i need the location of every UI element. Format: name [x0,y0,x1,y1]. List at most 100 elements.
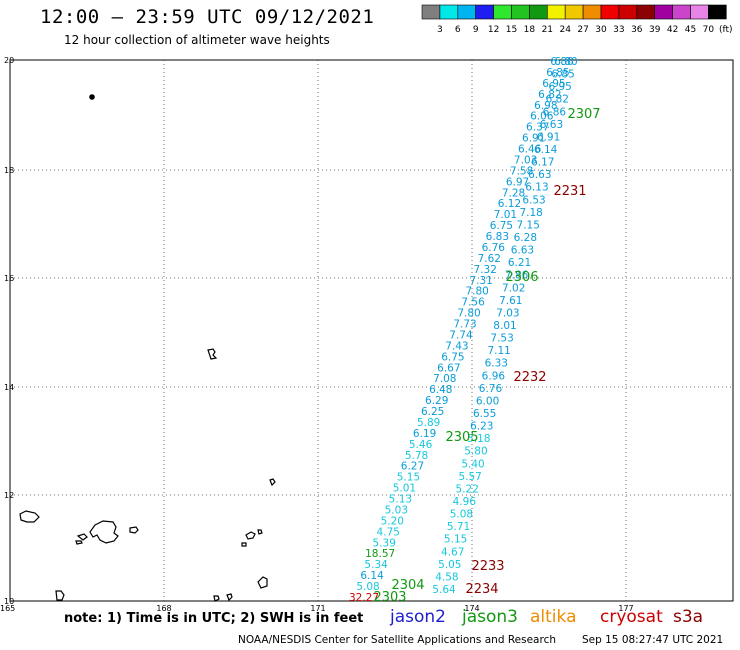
colorbar-swatch [529,4,548,20]
swh-value-right: 8.01 [493,320,516,332]
swh-value-left: 6.91 [522,133,545,145]
swh-value-left: 6.37 [526,122,549,134]
swh-value-right: 5.15 [444,534,467,546]
pass-label: 2305 [445,430,478,445]
swh-value-left: 6.85 [546,67,569,79]
legend-cryosat: cryosat [600,607,663,627]
swh-value-left: 7.28 [502,187,525,199]
altimeter-track-right: 6.806.856.956.826.866.636.916.146.176.63… [432,56,577,596]
swh-value-right: 7.11 [487,345,510,357]
colorbar-label: 24 [559,25,571,35]
latitude-tick-label: 10 [4,597,14,606]
generation-timestamp: Sep 15 08:27:47 UTC 2021 [582,634,724,646]
swh-value-left: 6.46 [518,144,542,156]
colorbar-swatch [493,4,512,20]
swh-value-left: 5.15 [397,472,420,484]
legend-altika: altika [530,607,577,627]
swh-value-left: 5.01 [393,483,416,495]
swh-value-left: 7.03 [514,154,537,166]
swh-value-left: 7.80 [457,308,480,320]
swh-value-left: 7.32 [474,264,497,276]
island-outlines [19,94,276,602]
swh-value-left: 7.58 [510,165,533,177]
graticule: 165 168 171 174 177 20 18 16 14 12 10 [0,56,733,613]
swh-value-left: 7.74 [449,329,473,341]
colorbar-label: 45 [685,25,696,35]
swh-value-left: 6.80 [550,56,573,68]
colorbar-swatch [439,4,459,20]
colorbar-label: 12 [488,25,499,35]
colorbar-unit: (ft) [719,25,733,35]
latitude-tick-label: 12 [4,491,14,500]
swh-value-left: 6.82 [538,89,561,101]
swh-value-right: 5.18 [467,433,490,445]
swh-value-right: 5.64 [432,584,456,596]
colorbar-swatch [475,4,494,20]
swh-value-right: 6.76 [479,383,503,395]
swh-value-left: 6.25 [421,406,444,418]
colorbar-swatch [618,4,638,20]
swh-value-right: 6.63 [528,169,551,181]
swh-value-right: 6.33 [485,358,508,370]
colorbar-swatch [690,4,709,20]
swh-value-right: 6.91 [537,131,560,143]
swh-value-left: 7.73 [453,319,476,331]
swh-value-left: 6.14 [360,570,384,582]
swh-value-left: 7.31 [469,275,492,287]
colorbar-swatch [654,4,673,20]
swh-value-left: 6.12 [498,198,521,210]
swh-value-right: 6.95 [548,81,571,93]
latitude-tick-label: 18 [4,166,14,175]
swh-value-right: 6.00 [476,395,499,407]
pass-label: 2307 [567,107,600,122]
swh-value-left: 6.06 [530,111,554,123]
swh-value-left: 6.75 [441,351,464,363]
colorbar-legend: 3 6 9 12 15 18 21 24 27 30 33 36 39 42 45 70 (ft) [421,4,733,35]
latitude-tick-label: 14 [4,383,14,392]
colorbar-label: 27 [577,25,588,35]
longitude-tick-label: 177 [618,604,633,613]
colorbar-swatch [511,4,530,20]
longitude-tick-label: 174 [464,604,479,613]
swh-value-left: 5.20 [381,515,404,527]
swh-value-left: 18.57 [365,548,395,560]
pass-label: 2306 [505,270,538,285]
swh-value-left: 5.89 [417,417,440,429]
swh-value-left: 7.43 [445,340,468,352]
swh-value-right: 7.53 [490,333,513,345]
swh-value-right: 7.18 [519,207,542,219]
swh-value-right: 7.61 [499,295,522,307]
swh-value-right: 6.23 [470,421,493,433]
swh-value-left: 6.83 [486,231,509,243]
map-subtitle: 12 hour collection of altimeter wave hei… [64,33,330,47]
swh-value-right: 6.80 [554,56,577,68]
pass-label: 2234 [465,582,498,597]
colorbar-swatch [546,4,566,20]
pass-label: 2304 [391,578,424,593]
pass-label: 2232 [513,370,546,385]
swh-value-right: 5.40 [461,458,484,470]
longitude-tick-label: 165 [0,604,15,613]
swh-value-right: 6.21 [508,257,531,269]
longitude-tick-label: 168 [156,604,171,613]
colorbar-swatch [672,4,691,20]
swh-value-left: 5.13 [389,494,412,506]
swh-value-left: 5.78 [405,450,428,462]
swh-value-left: 32.27 [349,592,379,604]
swh-value-right: 6.14 [534,144,558,156]
pass-label: 2233 [471,559,504,574]
swh-value-right: 6.63 [511,245,534,257]
colorbar-swatch [421,4,441,20]
swh-value-right: 5.71 [447,521,470,533]
colorbar-swatch [636,4,655,20]
swh-value-left: 6.48 [429,384,452,396]
swh-value-left: 6.98 [534,100,557,112]
swh-value-left: 6.76 [482,242,506,254]
swh-value-left: 5.46 [409,439,433,451]
latitude-tick-label: 20 [4,56,14,65]
colorbar-label: 30 [595,25,607,35]
swh-value-right: 7.03 [496,307,519,319]
swh-value-right: 6.53 [522,194,545,206]
colorbar-label: 21 [542,25,553,35]
